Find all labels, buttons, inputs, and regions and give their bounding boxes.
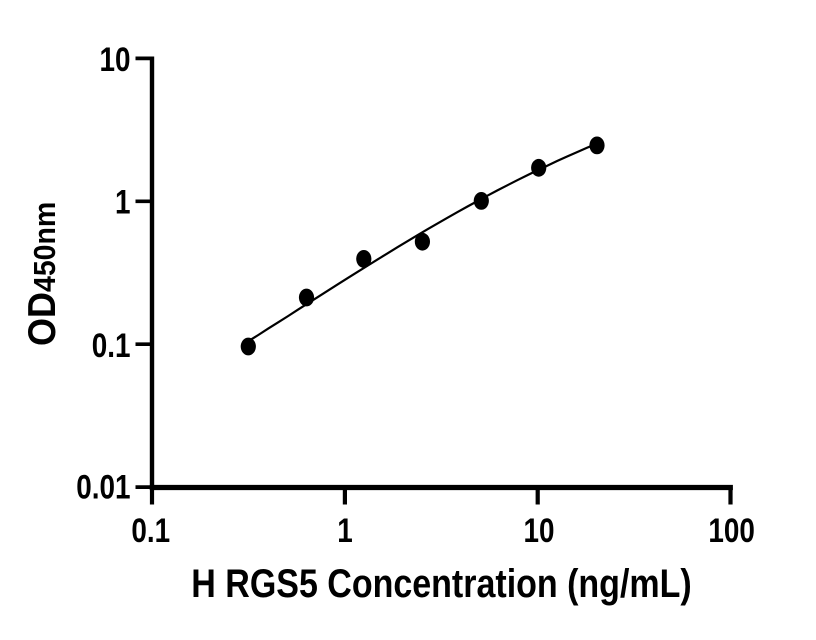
svg-text:1: 1 bbox=[115, 183, 131, 221]
svg-text:1: 1 bbox=[337, 511, 353, 549]
svg-text:0.1: 0.1 bbox=[131, 511, 170, 549]
svg-text:0.1: 0.1 bbox=[92, 326, 131, 364]
svg-text:10: 10 bbox=[99, 40, 130, 78]
svg-text:0.01: 0.01 bbox=[76, 468, 130, 506]
svg-text:10: 10 bbox=[523, 511, 554, 549]
svg-text:H RGS5 Concentration (ng/mL): H RGS5 Concentration (ng/mL) bbox=[191, 561, 691, 606]
svg-text:100: 100 bbox=[708, 511, 755, 549]
